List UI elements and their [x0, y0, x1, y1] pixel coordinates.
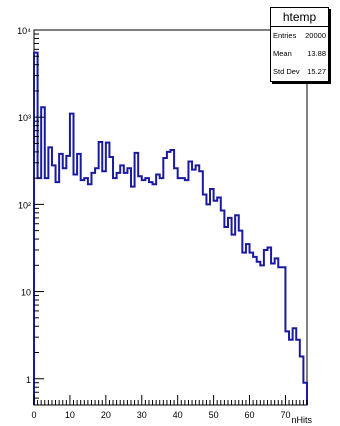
x-tick-label: 0: [31, 410, 36, 420]
y-tick-label: 10: [21, 288, 31, 298]
x-tick-label: 40: [173, 410, 183, 420]
stats-row-mean: Mean 13.88: [271, 45, 328, 63]
stats-label: Mean: [273, 49, 292, 58]
x-tick-label: 50: [209, 410, 219, 420]
y-tick-label: 10²: [18, 200, 31, 210]
stats-box: htemp Entries 20000 Mean 13.88 Std Dev 1…: [270, 7, 329, 82]
stats-title: htemp: [271, 8, 328, 27]
stats-value: 20000: [305, 31, 326, 40]
stats-value: 15.27: [307, 67, 326, 76]
x-tick-label: 20: [101, 410, 111, 420]
y-tick-label: 10³: [18, 113, 31, 123]
plot-frame: [33, 29, 308, 406]
stats-label: Std Dev: [273, 67, 300, 76]
x-tick-label: 60: [245, 410, 255, 420]
x-axis-label: nHits: [291, 415, 312, 425]
stats-row-entries: Entries 20000: [271, 27, 328, 45]
y-tick-label: 1: [26, 375, 31, 385]
x-tick-label: 70: [280, 410, 290, 420]
x-tick-label: 10: [65, 410, 75, 420]
stats-label: Entries: [273, 31, 297, 40]
stats-row-stddev: Std Dev 15.27: [271, 63, 328, 81]
histogram-line: [33, 51, 308, 405]
x-tick-label: 30: [137, 410, 147, 420]
y-tick-label: 10⁴: [17, 26, 31, 36]
axes: 0 10 20 30 40 50 60 70 1 10 10² 10³ 10⁴: [17, 26, 308, 420]
stats-value: 13.88: [307, 49, 326, 58]
